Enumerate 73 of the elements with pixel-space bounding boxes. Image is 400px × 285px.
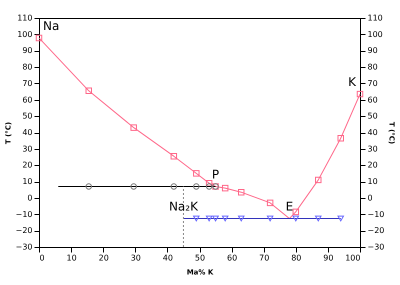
point (292, 216, 300, 222)
x-tick-label: 80 (291, 254, 302, 262)
y2-tick-label: 30 (368, 144, 378, 154)
point (238, 188, 244, 196)
y-tick-label: 10 (22, 177, 32, 186)
point (222, 216, 228, 222)
point (315, 216, 322, 222)
annotation: P (212, 167, 220, 182)
y2-tick-label: 80 (368, 62, 378, 72)
y2-tick-label: 0 (368, 193, 373, 202)
x-tick-label: 100 (345, 254, 360, 262)
point (206, 216, 212, 222)
y-tick-label: 100 (17, 30, 32, 39)
point (222, 184, 228, 192)
y-tick-label: 0 (27, 193, 32, 202)
point (338, 216, 344, 222)
point (193, 170, 200, 177)
y2-tick-label: 50 (368, 112, 378, 121)
point (206, 180, 212, 186)
y2-tick-label: 60 (368, 95, 378, 104)
annotation: Na₂K (168, 200, 200, 214)
y2-tick-label: 70 (368, 78, 378, 88)
y2-tick-label: −10 (368, 210, 384, 219)
y-tick-label: 20 (22, 160, 32, 170)
x-tick-label: 30 (130, 254, 141, 262)
x-tick-label: 90 (323, 254, 334, 262)
y-tick-label: −30 (16, 242, 32, 252)
y2-tick-label: −20 (368, 226, 384, 236)
point (338, 134, 344, 142)
y-tick-label: −10 (16, 210, 32, 219)
point (130, 124, 137, 131)
point (212, 216, 219, 222)
point (130, 183, 137, 190)
x-tick-label: 20 (98, 254, 109, 262)
x-tick-label: 0 (40, 254, 45, 262)
point (193, 216, 200, 222)
y2-tick-label: 110 (368, 14, 383, 22)
x-tick-label: 70 (259, 254, 270, 262)
point (36, 34, 42, 42)
annotation: E (286, 200, 294, 214)
y2-tick-label: 100 (368, 30, 383, 39)
y2-tick-label: 90 (368, 46, 378, 56)
point (266, 216, 274, 222)
point (193, 183, 200, 190)
x-tick-label: 40 (162, 254, 173, 262)
y-tick-label: 110 (17, 14, 32, 22)
point (315, 176, 322, 184)
point (238, 216, 244, 222)
point (86, 183, 92, 190)
x-tick-label: 10 (66, 254, 77, 262)
point (206, 183, 212, 190)
y-tick-label: 40 (22, 128, 32, 137)
y2-tick-label: 10 (368, 177, 378, 186)
annotation: K (348, 75, 358, 90)
x-tick-label: 50 (194, 254, 206, 262)
y2-tick-label: 40 (368, 128, 378, 137)
point (170, 183, 178, 190)
annotation: Na (43, 18, 60, 33)
y-tick-label: −20 (16, 226, 32, 236)
point (86, 88, 92, 94)
point (266, 200, 274, 206)
x-tick-label: 60 (227, 254, 238, 262)
y-tick-label: 90 (22, 46, 32, 56)
y-tick-label: 60 (22, 95, 32, 104)
y2-tick-label: 20 (368, 160, 378, 170)
point (170, 152, 178, 160)
y-tick-label: 70 (22, 78, 32, 88)
y-tick-label: 50 (22, 112, 32, 121)
point (292, 208, 300, 216)
y2-tick-label: −30 (368, 242, 384, 252)
y-tick-label: 30 (22, 144, 32, 154)
y-tick-label: 80 (22, 62, 32, 72)
point (356, 90, 364, 98)
